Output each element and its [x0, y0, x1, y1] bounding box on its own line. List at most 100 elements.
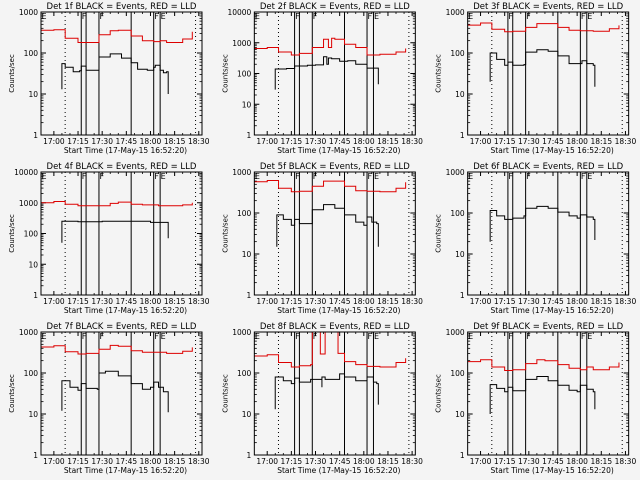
x-tick-label: 18:30 — [401, 457, 423, 466]
y-tick-label: 10 — [455, 250, 465, 259]
lld-series-line — [254, 180, 407, 193]
x-tick-label: 18:00 — [566, 137, 588, 146]
x-axis-label: Start Time (17-May-15 16:52:20) — [64, 306, 187, 315]
plot-frame — [467, 11, 630, 136]
y-tick-label: 10 — [28, 90, 38, 99]
events-series-line — [274, 56, 379, 90]
plot-frame — [40, 331, 203, 456]
plot-frame — [40, 11, 203, 136]
x-tick-label: 17:30 — [91, 457, 113, 466]
y-tick-label: 1 — [460, 451, 465, 460]
y-tick-label: 1000 — [19, 328, 38, 337]
interval-marker-label: F — [526, 332, 531, 341]
interval-marker-label: F — [368, 172, 373, 181]
chart-title: Det 1f BLACK = Events, RED = LLD — [47, 2, 197, 12]
y-axis-label: Counts/sec — [221, 374, 229, 413]
x-tick-label: 17:45 — [542, 137, 564, 146]
chart-title: Det 5f BLACK = Events, RED = LLD — [260, 162, 410, 172]
events-series-line — [61, 220, 169, 243]
x-tick-label: 18:00 — [566, 297, 588, 306]
events-series-line — [489, 49, 596, 87]
interval-marker-label: E — [161, 332, 166, 341]
y-axis-label: Counts/sec — [8, 54, 16, 93]
y-tick-label: 100 — [450, 209, 465, 218]
x-tick-label: 17:00 — [256, 137, 278, 146]
lld-series-line — [254, 331, 407, 368]
interval-marker-label: E — [42, 172, 47, 181]
x-tick-label: 18:15 — [164, 137, 186, 146]
y-tick-label: 100 — [237, 209, 252, 218]
chart-panel: Det 6f BLACK = Events, RED = LLD Counts/s… — [435, 162, 637, 315]
x-tick-label: 17:45 — [329, 457, 351, 466]
chart-panel: Det 8f BLACK = Events, RED = LLD Counts/s… — [221, 322, 423, 475]
x-axis-label: Start Time (17-May-15 16:52:20) — [64, 466, 187, 475]
x-tick-label: 17:45 — [116, 297, 138, 306]
x-tick-label: 17:15 — [281, 457, 303, 466]
y-axis-label: Counts/sec — [8, 374, 16, 413]
interval-marker-label: F — [82, 172, 87, 181]
x-tick-label: 17:45 — [329, 137, 351, 146]
interval-marker-label: F — [526, 12, 531, 21]
interval-marker-label: F — [313, 172, 318, 181]
x-tick-label: 18:15 — [164, 457, 186, 466]
interval-marker-label: E — [587, 12, 592, 21]
interval-marker-label: F — [82, 332, 87, 341]
x-tick-label: 18:30 — [615, 457, 637, 466]
y-tick-label: 1 — [33, 131, 38, 140]
y-tick-label: 1 — [460, 131, 465, 140]
interval-marker-label: F — [154, 172, 159, 181]
x-tick-label: 17:00 — [256, 297, 278, 306]
y-tick-label: 1 — [247, 451, 252, 460]
x-tick-label: 18:15 — [590, 457, 612, 466]
y-tick-label: 10 — [28, 260, 38, 269]
y-axis-label: Counts/sec — [435, 54, 443, 93]
x-tick-label: 17:30 — [91, 137, 113, 146]
interval-marker-label: F — [581, 172, 586, 181]
x-tick-label: 18:00 — [566, 457, 588, 466]
x-tick-label: 17:30 — [518, 457, 540, 466]
x-tick-label: 17:00 — [43, 137, 65, 146]
x-tick-label: 17:15 — [67, 457, 89, 466]
plot-frame — [467, 171, 630, 296]
y-tick-label: 1000 — [446, 328, 465, 337]
interval-marker-label: F — [295, 332, 300, 341]
x-tick-label: 17:00 — [256, 457, 278, 466]
interval-marker-label: F — [154, 12, 159, 21]
interval-marker-label: F — [82, 12, 87, 21]
interval-marker-label: F — [99, 332, 104, 341]
y-axis-label: Counts/sec — [8, 214, 16, 253]
y-tick-label: 100 — [237, 369, 252, 378]
events-series-line — [489, 205, 596, 242]
chart-panel: Det 5f BLACK = Events, RED = LLD Counts/s… — [221, 162, 423, 315]
y-tick-label: 1000 — [446, 8, 465, 17]
interval-marker-label: E — [587, 172, 592, 181]
y-tick-label: 100 — [24, 230, 39, 239]
interval-marker-label: F — [526, 172, 531, 181]
interval-marker-label: E — [468, 172, 473, 181]
y-axis-label: Counts/sec — [435, 374, 443, 413]
x-tick-label: 17:45 — [329, 297, 351, 306]
x-axis-label: Start Time (17-May-15 16:52:20) — [491, 146, 614, 155]
lld-series-line — [41, 201, 193, 207]
x-axis-label: Start Time (17-May-15 16:52:20) — [277, 146, 400, 155]
lld-series-line — [41, 344, 193, 355]
interval-marker-label: F — [154, 332, 159, 341]
x-tick-label: 17:00 — [470, 137, 492, 146]
y-tick-label: 1000 — [232, 39, 251, 48]
plot-frame — [253, 171, 416, 296]
x-tick-label: 17:30 — [518, 137, 540, 146]
x-tick-label: 17:00 — [43, 297, 65, 306]
y-axis-label: Counts/sec — [435, 214, 443, 253]
y-tick-label: 10 — [242, 100, 252, 109]
interval-marker-label: E — [374, 12, 379, 21]
y-tick-label: 1 — [33, 451, 38, 460]
interval-marker-label: F — [99, 12, 104, 21]
y-tick-label: 1000 — [19, 199, 38, 208]
x-tick-label: 18:30 — [615, 297, 637, 306]
x-tick-label: 17:30 — [305, 297, 327, 306]
x-tick-label: 17:30 — [91, 297, 113, 306]
x-tick-label: 18:00 — [140, 457, 162, 466]
interval-marker-label: F — [295, 172, 300, 181]
interval-marker-label: F — [313, 332, 318, 341]
x-tick-label: 17:15 — [494, 297, 516, 306]
